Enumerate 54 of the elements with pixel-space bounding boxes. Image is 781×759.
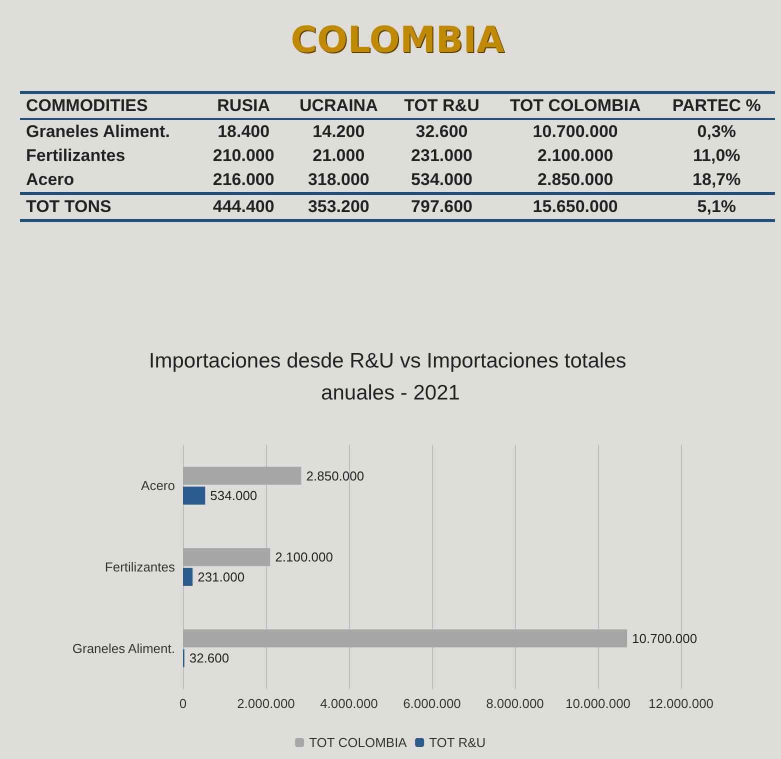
category-label: RUSIA — [200, 92, 286, 119]
category-label: PARTEC % — [658, 92, 775, 119]
text: 0,3% — [697, 122, 736, 141]
x-tick-label: 0 — [179, 696, 187, 711]
text: 15.650.000 — [532, 197, 618, 216]
x-tick-label: 10.000.000 — [565, 696, 631, 711]
bar — [183, 629, 628, 648]
text: 11,0% — [693, 146, 740, 165]
data-label: 32.600 — [189, 650, 230, 666]
text: 14.200 — [312, 122, 365, 141]
x-tick-label: 8.000.000 — [486, 696, 544, 711]
text: 797.600 — [411, 197, 472, 216]
text: 534.000 — [411, 170, 472, 189]
text: COLOMBIA — [290, 20, 506, 61]
text: 2.850.000 — [538, 170, 614, 189]
data-label: 2.100.000 — [275, 550, 333, 565]
category-label: COMMODITIES — [20, 92, 201, 119]
category-label: TOT R&U — [391, 92, 492, 119]
legend-label: TOT COLOMBIA — [309, 735, 408, 750]
text: Fertilizantes — [26, 146, 126, 165]
bar — [183, 548, 270, 566]
text: TOT TONS — [26, 197, 112, 216]
chart-title: Importaciones desde R&U vs Importaciones totales anuales - 2021 — [148, 350, 632, 404]
x-tick-label: 12.000.000 — [648, 696, 714, 711]
data-label: 10.700.000 — [632, 630, 698, 646]
text: 18.400 — [218, 122, 270, 141]
data-label: 534.000 — [210, 488, 258, 504]
text: 318.000 — [308, 170, 370, 189]
text: 2.100.000 — [538, 146, 614, 165]
y-tick-label: Graneles Aliment. — [72, 640, 175, 656]
text: 353.200 — [308, 197, 370, 216]
text: 5,1% — [697, 197, 736, 216]
text: 210.000 — [212, 146, 274, 165]
text: 21.000 — [312, 146, 365, 165]
text: 444.400 — [212, 197, 274, 216]
text: 216.000 — [212, 170, 274, 189]
text: 10.700.000 — [532, 122, 618, 141]
x-tick-label: 4.000.000 — [320, 696, 378, 711]
text: Acero — [26, 170, 74, 189]
data-label: 231.000 — [198, 569, 245, 584]
category-label: UCRAINA — [286, 92, 392, 119]
bar — [183, 486, 206, 505]
text: 18,7% — [692, 170, 741, 189]
category-label: TOT COLOMBIA — [492, 92, 658, 119]
y-tick-label: Fertilizantes — [104, 560, 176, 574]
x-tick-label: 2.000.000 — [237, 696, 295, 711]
y-tick-label: Acero — [141, 478, 175, 494]
bar — [183, 568, 193, 586]
bar — [183, 466, 302, 485]
text: 231.000 — [411, 146, 472, 165]
legend-label: TOT R&U — [429, 735, 486, 750]
x-tick-label: 6.000.000 — [403, 696, 461, 711]
data-label: 2.850.000 — [306, 468, 364, 484]
text: 32.600 — [416, 122, 468, 141]
